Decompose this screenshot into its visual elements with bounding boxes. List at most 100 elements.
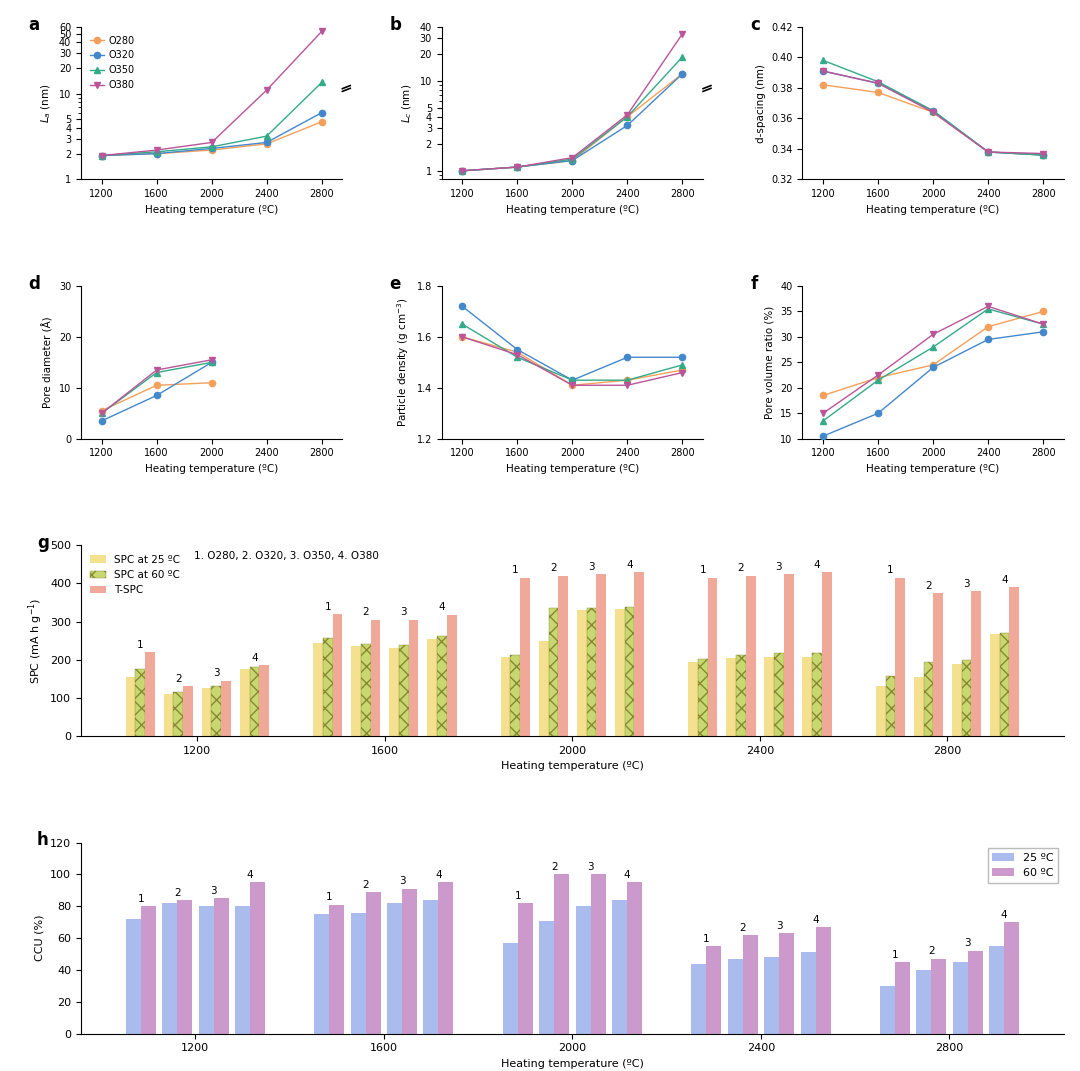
Bar [549, 608, 558, 736]
Bar [971, 591, 981, 736]
Text: 4: 4 [1001, 909, 1008, 920]
Bar [389, 648, 399, 736]
Bar [125, 919, 140, 1034]
Y-axis label: SPC (mA h g$^{-1}$): SPC (mA h g$^{-1}$) [26, 598, 44, 684]
Bar [249, 666, 259, 736]
Bar [259, 665, 269, 736]
Bar [447, 615, 457, 736]
Bar [576, 906, 591, 1034]
Bar [815, 926, 831, 1034]
Text: 4: 4 [435, 870, 442, 880]
Bar [779, 933, 794, 1034]
Bar [586, 608, 596, 736]
Bar [408, 620, 418, 736]
Bar [214, 899, 229, 1034]
Text: 1: 1 [703, 934, 710, 944]
Bar [177, 900, 192, 1034]
X-axis label: Heating temperature (ºC): Heating temperature (ºC) [501, 1059, 644, 1069]
Bar [634, 572, 644, 736]
Bar [880, 985, 895, 1034]
Legend: 25 ºC, 60 ºC: 25 ºC, 60 ºC [987, 848, 1058, 883]
Bar [366, 892, 380, 1034]
Bar [624, 607, 634, 736]
Bar [698, 659, 707, 736]
Text: 4: 4 [251, 653, 258, 663]
Text: 3: 3 [775, 561, 782, 572]
Bar [402, 889, 417, 1034]
Text: 4: 4 [1001, 575, 1008, 585]
Text: 4: 4 [246, 870, 253, 880]
Bar [554, 874, 569, 1034]
Text: 3: 3 [213, 668, 219, 678]
Text: 2: 2 [738, 563, 744, 573]
X-axis label: Heating temperature (ºC): Heating temperature (ºC) [505, 464, 639, 474]
Bar [423, 900, 438, 1034]
Bar [591, 874, 606, 1034]
Bar [240, 669, 249, 736]
Bar [517, 903, 532, 1034]
Y-axis label: d-spacing (nm): d-spacing (nm) [756, 63, 766, 142]
Bar [968, 951, 983, 1034]
Bar [323, 637, 333, 736]
Bar [428, 638, 437, 736]
Text: 1: 1 [137, 894, 144, 904]
Y-axis label: $L_c$ (nm): $L_c$ (nm) [401, 84, 414, 123]
Y-axis label: Particle density (g cm$^{-3}$): Particle density (g cm$^{-3}$) [395, 298, 411, 427]
X-axis label: Heating temperature (ºC): Heating temperature (ºC) [145, 205, 279, 215]
Bar [727, 658, 737, 736]
Bar [162, 903, 177, 1034]
Legend: O280, O320, O350, O380: O280, O320, O350, O380 [86, 32, 138, 94]
Bar [765, 957, 779, 1034]
Bar [539, 921, 554, 1034]
Text: 3: 3 [401, 607, 407, 617]
Bar [916, 970, 931, 1034]
Bar [438, 883, 454, 1034]
Bar [521, 577, 530, 736]
Text: 3: 3 [211, 886, 217, 896]
Bar [199, 906, 214, 1034]
Text: 1: 1 [700, 565, 706, 575]
Text: 2: 2 [926, 580, 932, 590]
Bar [184, 687, 193, 736]
Bar [895, 577, 905, 736]
Text: 2: 2 [362, 879, 369, 890]
Bar [953, 962, 968, 1034]
Text: 1: 1 [887, 565, 894, 575]
Bar [212, 687, 221, 736]
Bar [235, 906, 249, 1034]
Text: 2: 2 [551, 862, 557, 872]
Text: 1. O280, 2. O320, 3. O350, 4. O380: 1. O280, 2. O320, 3. O350, 4. O380 [194, 550, 379, 561]
Bar [577, 610, 586, 736]
Text: 3: 3 [964, 938, 971, 949]
Text: 2: 2 [175, 674, 181, 684]
Bar [399, 645, 408, 736]
Text: c: c [751, 16, 760, 34]
Bar [951, 664, 961, 736]
Bar [1000, 633, 1010, 736]
Bar [886, 676, 895, 736]
Bar [990, 634, 1000, 736]
Bar [627, 883, 642, 1034]
Bar [931, 959, 946, 1034]
Bar [895, 962, 909, 1034]
Legend: SPC at 25 ºC, SPC at 60 ºC, T-SPC: SPC at 25 ºC, SPC at 60 ºC, T-SPC [86, 550, 185, 599]
Bar [164, 694, 174, 736]
Bar [876, 687, 886, 736]
Bar [333, 614, 342, 736]
Text: 1: 1 [892, 950, 899, 960]
Bar [933, 593, 943, 736]
X-axis label: Heating temperature (ºC): Heating temperature (ºC) [866, 464, 1000, 474]
Bar [746, 576, 756, 736]
Bar [706, 946, 721, 1034]
Text: f: f [751, 275, 757, 293]
Text: 4: 4 [624, 870, 631, 880]
Text: 1: 1 [324, 602, 332, 612]
Bar [784, 574, 794, 736]
Text: 2: 2 [928, 947, 934, 956]
Bar [802, 658, 812, 736]
Text: 1: 1 [326, 892, 333, 902]
Y-axis label: Pore volume ratio (%): Pore volume ratio (%) [765, 305, 774, 419]
Bar [774, 653, 784, 736]
X-axis label: Heating temperature (ºC): Heating temperature (ºC) [501, 761, 644, 771]
Bar [615, 609, 624, 736]
